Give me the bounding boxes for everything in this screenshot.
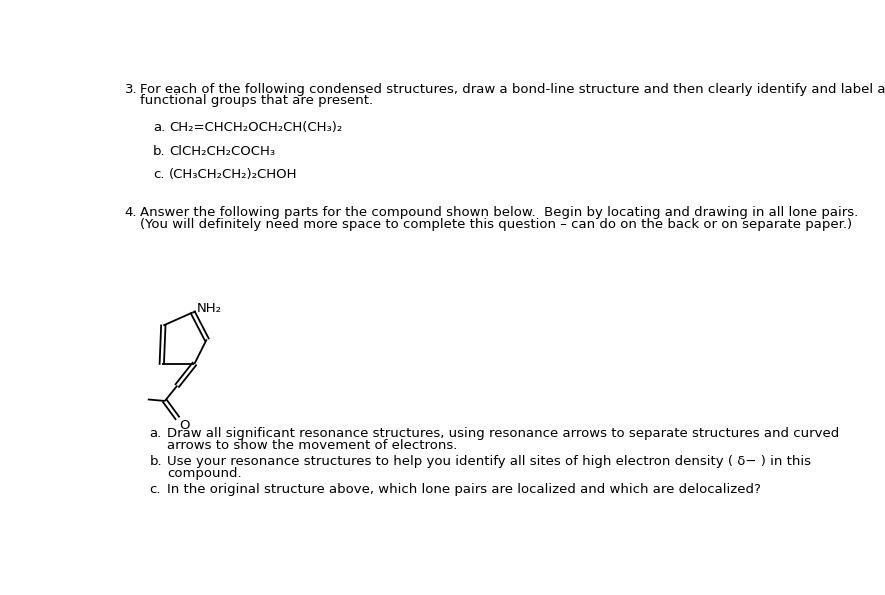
Text: c.: c. xyxy=(150,483,161,496)
Text: compound.: compound. xyxy=(167,467,242,480)
Text: c.: c. xyxy=(153,168,165,181)
Text: arrows to show the movement of electrons.: arrows to show the movement of electrons… xyxy=(167,440,458,452)
Text: a.: a. xyxy=(153,121,165,134)
Text: Use your resonance structures to help you identify all sites of high electron de: Use your resonance structures to help yo… xyxy=(167,455,812,468)
Text: b.: b. xyxy=(153,145,165,158)
Text: O: O xyxy=(179,419,189,431)
Text: For each of the following condensed structures, draw a bond-line structure and t: For each of the following condensed stru… xyxy=(140,83,885,96)
Text: a.: a. xyxy=(150,427,162,440)
Text: CH₂=CHCH₂OCH₂CH(CH₃)₂: CH₂=CHCH₂OCH₂CH(CH₃)₂ xyxy=(169,121,342,134)
Text: functional groups that are present.: functional groups that are present. xyxy=(140,95,373,108)
Text: 4.: 4. xyxy=(125,206,137,219)
Text: 3.: 3. xyxy=(125,83,137,96)
Text: Draw all significant resonance structures, using resonance arrows to separate st: Draw all significant resonance structure… xyxy=(167,427,840,440)
Text: ClCH₂CH₂COCH₃: ClCH₂CH₂COCH₃ xyxy=(169,145,275,158)
Text: b.: b. xyxy=(150,455,162,468)
Text: NH₂: NH₂ xyxy=(196,302,221,315)
Text: In the original structure above, which lone pairs are localized and which are de: In the original structure above, which l… xyxy=(167,483,761,496)
Text: Answer the following parts for the compound shown below.  Begin by locating and : Answer the following parts for the compo… xyxy=(140,206,858,219)
Text: (CH₃CH₂CH₂)₂CHOH: (CH₃CH₂CH₂)₂CHOH xyxy=(169,168,297,181)
Text: (You will definitely need more space to complete this question – can do on the b: (You will definitely need more space to … xyxy=(140,218,852,231)
